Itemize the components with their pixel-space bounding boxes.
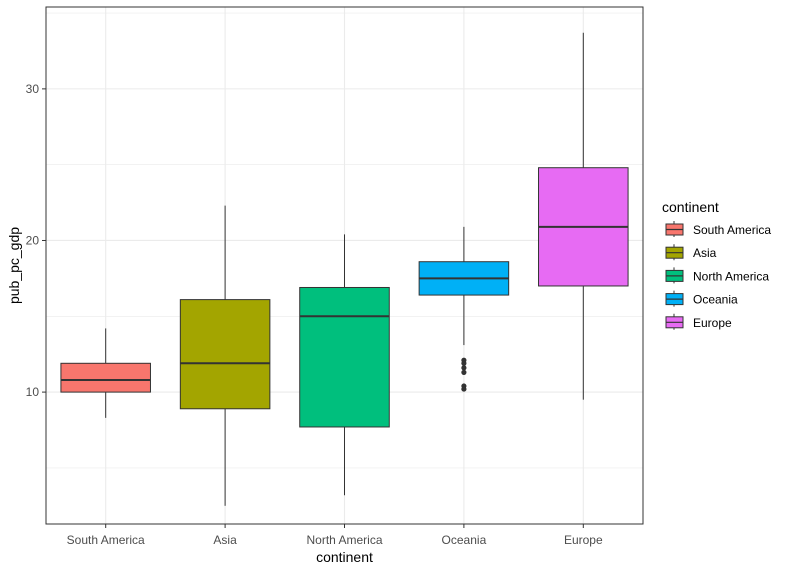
legend-item-asia: Asia [665,244,717,261]
outlier-point [461,360,467,366]
x-tick-label: Oceania [442,533,487,547]
x-tick-label: North America [306,533,382,547]
axis-ticks: 10 20 30 South America Asia North America Ocea… [26,82,603,547]
y-tick-label: 20 [26,233,40,247]
box-body [179,299,271,410]
y-axis-title: pub_pc_gdp [6,227,22,304]
legend-item-oceania: Oceania [665,290,738,307]
x-tick-label: Europe [564,533,603,547]
box-south-america [60,328,151,418]
box-body [60,362,151,393]
y-tick-label: 30 [26,82,40,96]
legend-item-north-america: North America [665,267,769,284]
legend-label: Asia [693,246,717,260]
y-tick-label: 10 [26,385,40,399]
outlier-point [461,365,467,371]
x-axis-title: continent [316,549,373,565]
legend-title: continent [662,199,719,215]
legend-item-south-america: South America [665,221,771,237]
x-tick-label: Asia [213,533,237,547]
box-asia [179,205,271,506]
box-oceania [418,226,510,392]
x-tick-label: South America [67,533,145,547]
legend: continent South America Asia North America O… [662,199,771,330]
outlier-point [461,369,467,375]
box-body [299,286,390,428]
legend-item-europe: Europe [665,313,732,330]
box-europe [538,32,629,400]
legend-label: Oceania [693,293,738,307]
box-series [60,32,629,506]
legend-label: South America [693,223,771,237]
outlier-point [461,386,467,392]
legend-label: North America [693,269,769,283]
legend-label: Europe [693,316,732,330]
box-north-america [299,234,390,496]
